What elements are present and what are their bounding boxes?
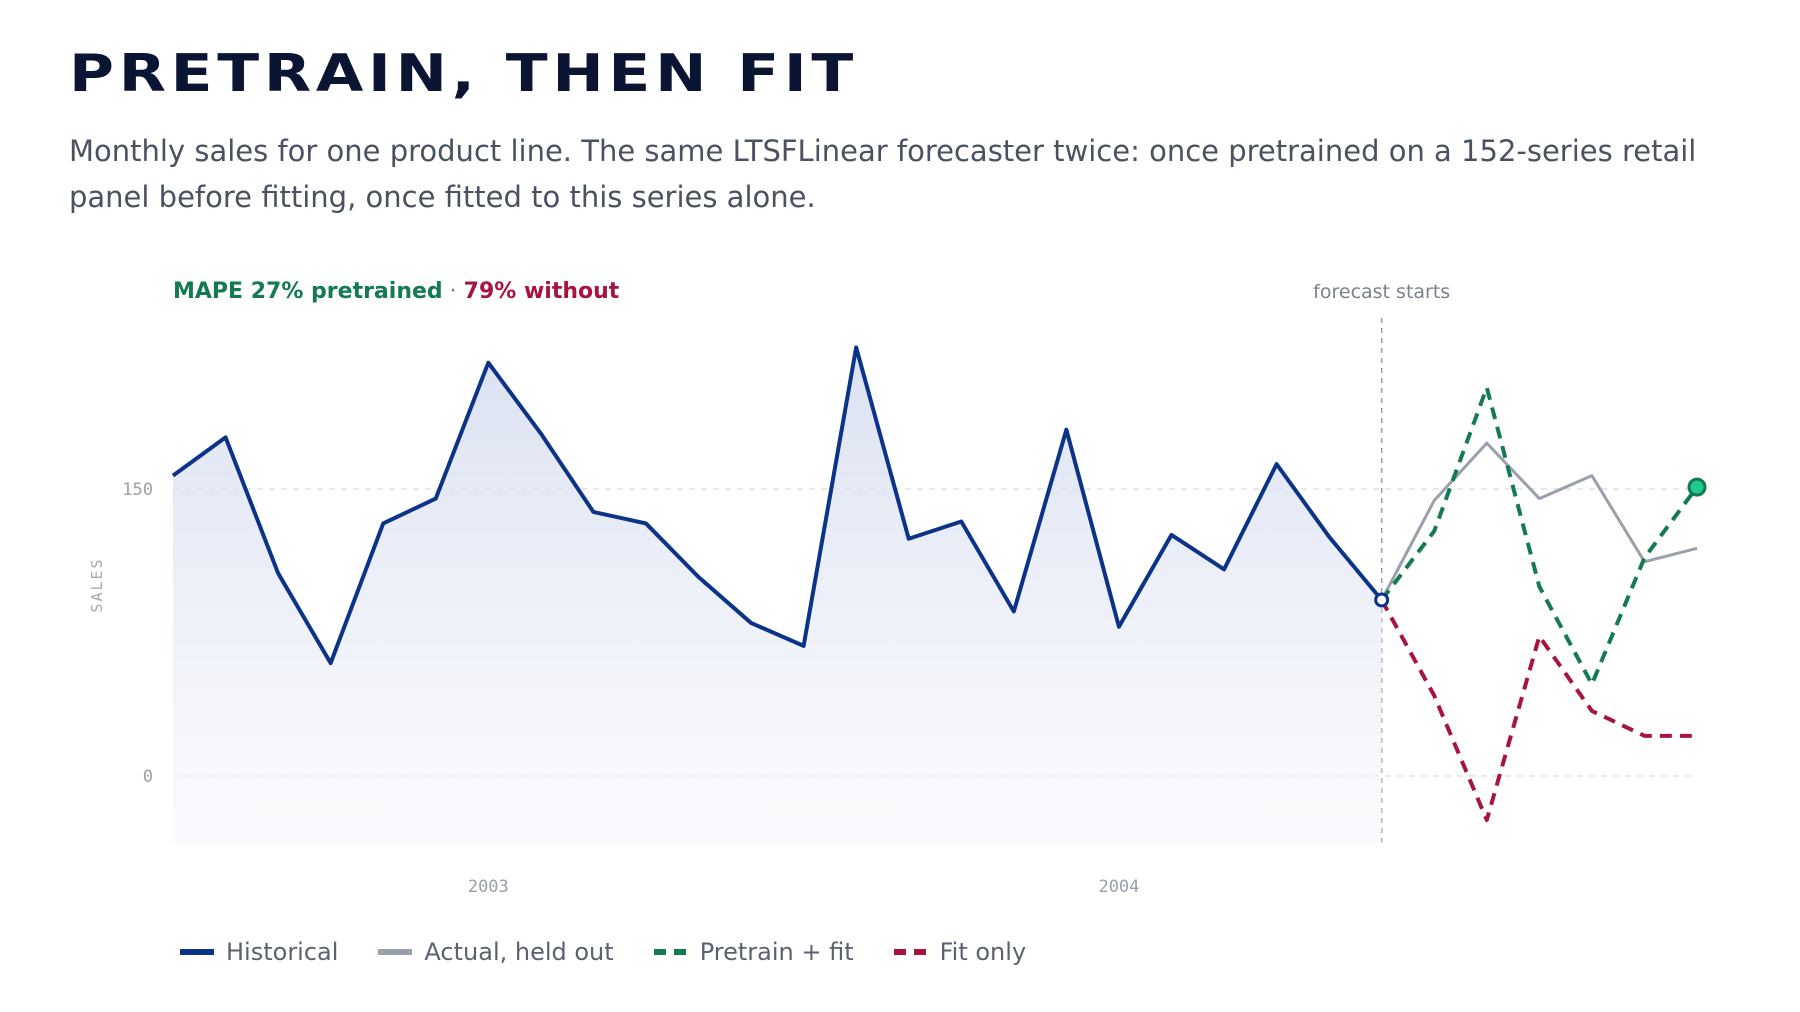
forecast-start-label: forecast starts	[1313, 281, 1450, 303]
marker-layer	[1374, 477, 1707, 608]
area-layer	[173, 347, 1382, 843]
legend-label-pretrain: Pretrain + fit	[699, 938, 854, 966]
x-tick-label: 2004	[1098, 877, 1139, 897]
legend-item-pretrain: Pretrain + fit	[653, 938, 854, 966]
series-line-fitonly	[1379, 599, 1697, 823]
y-axis-label: SALES	[88, 557, 106, 612]
y-tick-label: 0	[143, 767, 153, 787]
legend-label-actual: Actual, held out	[424, 938, 614, 966]
y-tick-label: 150	[122, 480, 153, 500]
legend-item-actual: Actual, held out	[378, 938, 614, 966]
historical-area	[173, 347, 1382, 843]
legend-label-historical: Historical	[226, 938, 339, 966]
series-line-actual	[1380, 441, 1698, 601]
mape-separator: ·	[443, 279, 464, 304]
legend-swatch-actual	[378, 949, 413, 955]
page-subtitle: Monthly sales for one product line. The …	[69, 134, 1697, 214]
text-layer: SALES forecast starts MAPE 27% pretraine…	[88, 279, 1450, 897]
page-title: PRETRAIN, THEN FIT	[69, 44, 858, 104]
legend-swatch-fitonly	[893, 949, 928, 955]
legend-label-fitonly: Fit only	[939, 938, 1027, 966]
x-tick-label: 2003	[468, 877, 509, 897]
mape-without: 79% without	[464, 279, 620, 304]
legend-item-historical: Historical	[180, 938, 338, 966]
legend: Historical Actual, held out Pretrain + f…	[180, 938, 1026, 966]
legend-item-fitonly: Fit only	[893, 938, 1027, 966]
legend-swatch-historical	[180, 949, 214, 955]
forecast-start-point	[1374, 592, 1390, 608]
mape-annotation: MAPE 27% pretrained · 79% without	[173, 279, 620, 304]
series-line-historical	[171, 345, 1384, 666]
mape-pretrained: MAPE 27% pretrained	[173, 279, 443, 304]
pretrain-endpoint	[1687, 477, 1707, 497]
series-line-pretrain	[1380, 385, 1699, 687]
legend-swatch-pretrain	[653, 949, 688, 955]
line-layer	[171, 345, 1699, 823]
